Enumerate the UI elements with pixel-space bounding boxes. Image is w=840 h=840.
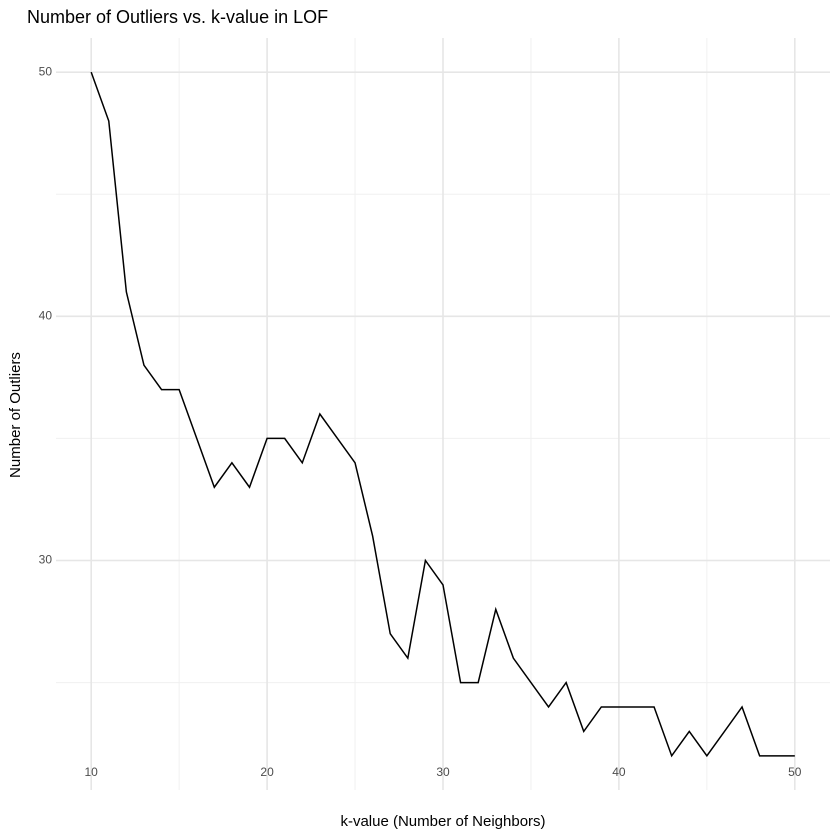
x-tick-label: 50	[788, 765, 802, 779]
x-axis-label: k-value (Number of Neighbors)	[340, 813, 545, 830]
x-tick-label: 20	[260, 765, 274, 779]
y-axis-label: Number of Outliers	[7, 352, 24, 478]
x-tick-label: 40	[612, 765, 626, 779]
chart-title: Number of Outliers vs. k-value in LOF	[27, 7, 328, 27]
line	[90, 71, 795, 758]
y-tick-label: 30	[39, 553, 53, 567]
y-tick-label: 40	[39, 309, 53, 323]
y-tick-label: 50	[39, 64, 53, 78]
x-tick-label: 10	[85, 765, 99, 779]
x-tick-label: 30	[436, 765, 450, 779]
